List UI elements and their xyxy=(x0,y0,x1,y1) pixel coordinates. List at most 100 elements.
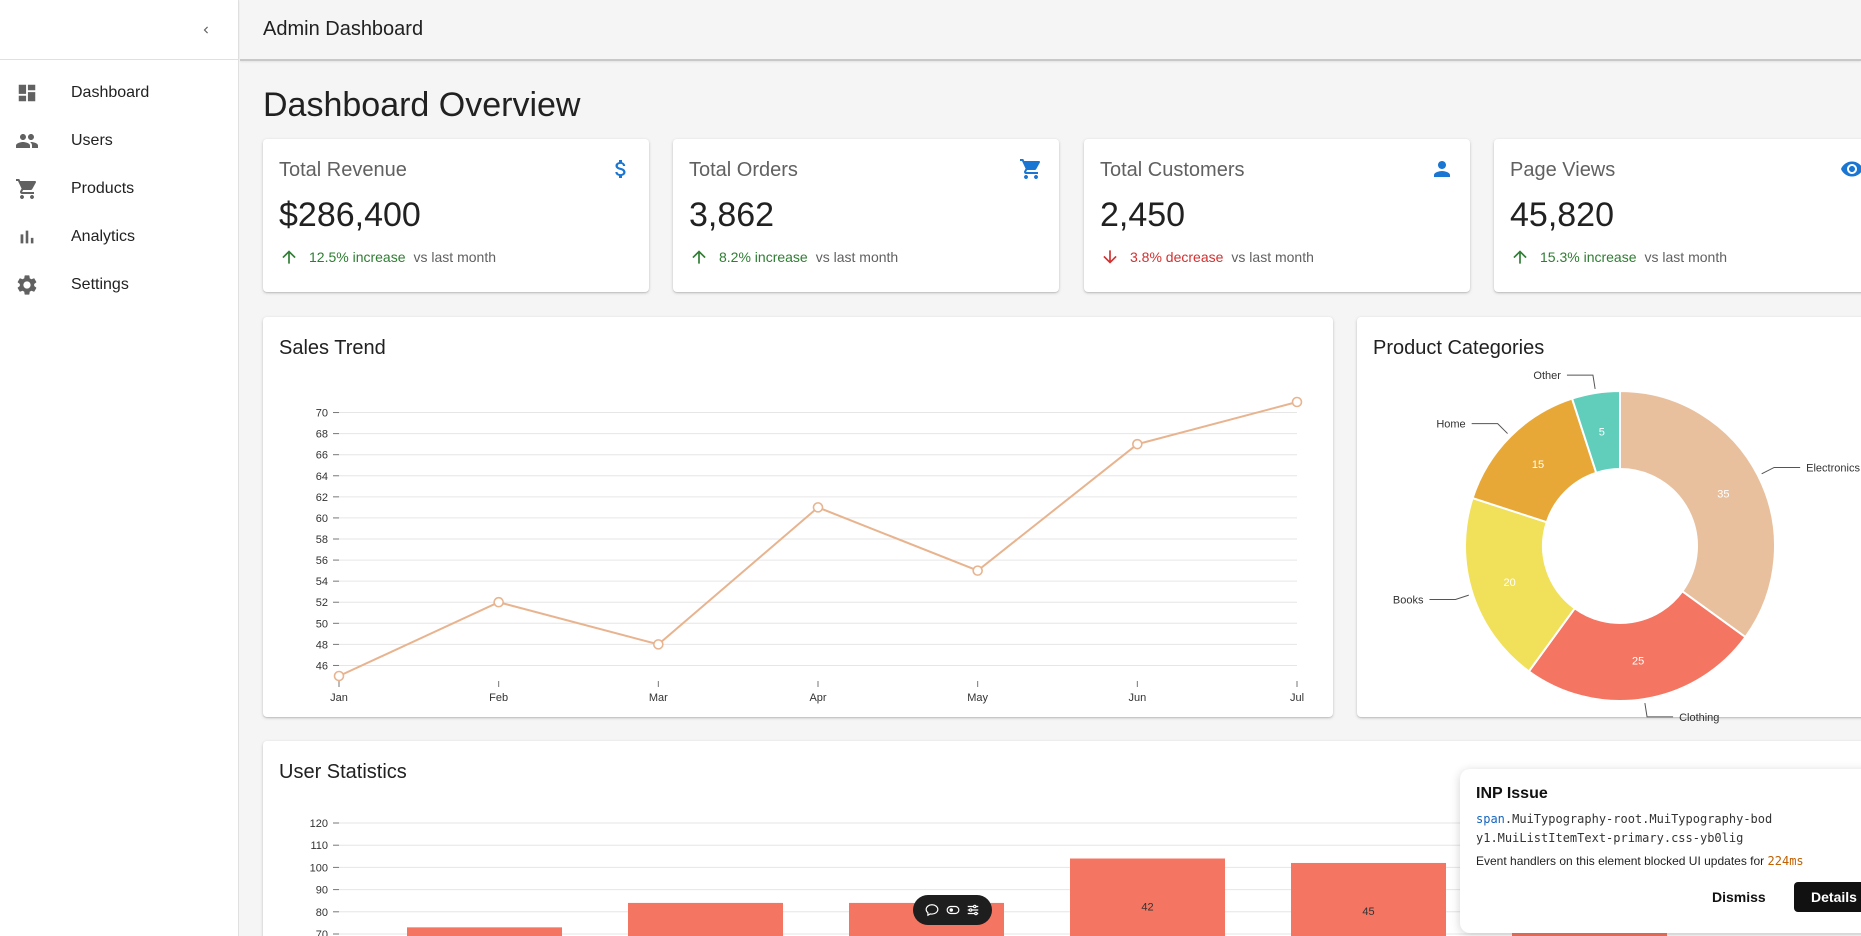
x-tick-label: Jun xyxy=(1128,692,1146,704)
slice-leader-line xyxy=(1644,702,1674,718)
stat-title: Total Revenue xyxy=(279,159,407,181)
stat-title: Page Views xyxy=(1510,159,1616,181)
stat-card-customers: Total Customers 2,450 3.8% decrease vs l… xyxy=(1084,139,1470,292)
page-title: Dashboard Overview xyxy=(263,86,581,124)
floating-toolbar xyxy=(913,895,992,925)
stat-value: 2,450 xyxy=(1100,196,1186,234)
chart-title: User Statistics xyxy=(279,761,407,783)
data-point xyxy=(972,565,983,576)
bar xyxy=(1070,858,1225,936)
dismiss-button[interactable]: Dismiss xyxy=(1712,889,1766,905)
y-tick-label: 58 xyxy=(316,534,328,546)
stat-card-page-views: Page Views 45,820 15.3% increase vs last… xyxy=(1494,139,1861,292)
x-tick-label: Jul xyxy=(1290,692,1304,704)
data-point xyxy=(333,670,345,682)
y-tick-label: 56 xyxy=(316,555,328,567)
pie-slice xyxy=(1619,389,1776,639)
y-tick-label: 120 xyxy=(310,818,328,830)
stat-comparison: vs last month xyxy=(1231,249,1314,265)
app-title: Admin Dashboard xyxy=(263,18,424,40)
sidebar-item-label: Users xyxy=(71,132,113,149)
sidebar-item-label: Analytics xyxy=(71,228,136,245)
y-tick-label: 80 xyxy=(316,907,328,919)
stat-comparison: vs last month xyxy=(815,249,899,265)
arrow-up-icon xyxy=(692,250,706,264)
slice-category-label: Clothing xyxy=(1679,712,1719,724)
stat-delta: 12.5% increase xyxy=(309,249,406,265)
stat-card-revenue: Total Revenue $286,400 12.5% increase vs… xyxy=(263,139,649,292)
x-tick-label: Jan xyxy=(330,692,348,704)
sidebar-item-analytics[interactable]: Analytics xyxy=(0,213,238,261)
inp-message: Event handlers on this element blocked U… xyxy=(1476,854,1804,868)
person-icon xyxy=(1434,161,1450,177)
inp-title: INP Issue xyxy=(1476,785,1548,802)
stat-trend: 12.5% increase vs last month xyxy=(279,247,496,267)
y-tick-label: 48 xyxy=(316,639,328,651)
pie-slice xyxy=(1527,589,1747,702)
app-bar: Admin Dashboard xyxy=(240,0,1861,61)
comment-icon[interactable] xyxy=(924,902,940,918)
stat-delta: 3.8% decrease xyxy=(1130,249,1224,265)
chart-title: Sales Trend xyxy=(279,337,386,359)
sidebar-item-settings[interactable]: Settings xyxy=(0,261,238,309)
bar-value-label: 45 xyxy=(1362,906,1374,918)
sidebar-item-dashboard[interactable]: Dashboard xyxy=(0,69,238,117)
x-tick-label: Mar xyxy=(649,692,668,704)
y-tick-label: 50 xyxy=(316,618,328,630)
stat-trend: 8.2% increase vs last month xyxy=(689,247,898,267)
y-tick-label: 70 xyxy=(316,929,328,936)
slice-category-label: Home xyxy=(1436,419,1465,431)
slice-value-label: 35 xyxy=(1717,488,1729,500)
y-tick-label: 90 xyxy=(316,885,328,897)
bar xyxy=(407,927,562,936)
toggle-icon[interactable] xyxy=(945,902,961,918)
stat-trend: 3.8% decrease vs last month xyxy=(1100,247,1314,267)
sidebar-item-products[interactable]: Products xyxy=(0,165,238,213)
data-point xyxy=(493,596,504,608)
chart-title: Product Categories xyxy=(1373,337,1545,359)
slice-value-label: 15 xyxy=(1532,459,1544,471)
sales-trend-card: Sales Trend 46 48 50 52 54 56 58 60 62 64 66 68 70 Ja… xyxy=(263,317,1333,717)
inp-issue-panel: INP Issue span.MuiTypography-root.MuiTyp… xyxy=(1460,769,1861,933)
stat-delta: 8.2% increase xyxy=(719,249,808,265)
sidebar-collapse-button[interactable] xyxy=(194,18,218,42)
sidebar-item-label: Products xyxy=(71,180,135,197)
selector-tag: span xyxy=(1476,812,1505,826)
inp-duration: 224ms xyxy=(1767,854,1804,868)
sidebar-nav: Dashboard Users Products Analytics Setti… xyxy=(0,60,238,309)
arrow-up-icon xyxy=(282,250,296,264)
product-categories-chart: 35 Electronics 25 Clothing 20 Books 15 Home 5 Oth… xyxy=(1393,370,1861,724)
stat-title: Total Customers xyxy=(1100,159,1245,181)
y-tick-label: 66 xyxy=(316,450,328,462)
stat-value: 3,862 xyxy=(689,196,775,234)
sidebar-item-label: Dashboard xyxy=(71,84,150,101)
slice-value-label: 25 xyxy=(1632,656,1644,668)
stat-value: $286,400 xyxy=(279,196,421,234)
bar-value-label: 42 xyxy=(1141,902,1153,914)
slice-category-label: Other xyxy=(1533,370,1561,382)
selector-classes: .MuiTypography-root.MuiTypography-body1.… xyxy=(1476,812,1773,845)
slice-leader-line xyxy=(1471,423,1508,434)
slice-category-label: Books xyxy=(1393,594,1424,606)
details-button[interactable]: Details xyxy=(1794,882,1861,912)
sidebar-item-label: Settings xyxy=(71,276,129,293)
y-tick-label: 70 xyxy=(316,408,328,420)
sidebar-item-users[interactable]: Users xyxy=(0,117,238,165)
people-icon xyxy=(15,129,39,153)
data-point xyxy=(1132,438,1143,450)
chevron-left-icon xyxy=(203,26,208,34)
settings-sliders-icon[interactable] xyxy=(965,902,981,918)
stat-card-orders: Total Orders 3,862 8.2% increase vs last… xyxy=(673,139,1059,292)
gear-icon xyxy=(15,273,39,297)
cart-icon xyxy=(1020,159,1041,179)
y-tick-label: 100 xyxy=(310,862,328,874)
eye-icon xyxy=(1841,161,1861,177)
dashboard-icon xyxy=(15,81,39,105)
y-tick-label: 60 xyxy=(316,513,328,525)
bar xyxy=(1291,862,1446,936)
x-tick-label: Feb xyxy=(489,692,508,704)
pie-slice xyxy=(1464,496,1577,673)
data-point xyxy=(812,502,824,513)
y-tick-label: 46 xyxy=(316,660,328,672)
y-tick-label: 110 xyxy=(310,840,328,852)
